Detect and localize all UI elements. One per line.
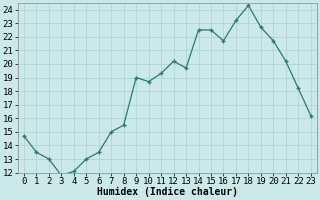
X-axis label: Humidex (Indice chaleur): Humidex (Indice chaleur): [97, 187, 238, 197]
